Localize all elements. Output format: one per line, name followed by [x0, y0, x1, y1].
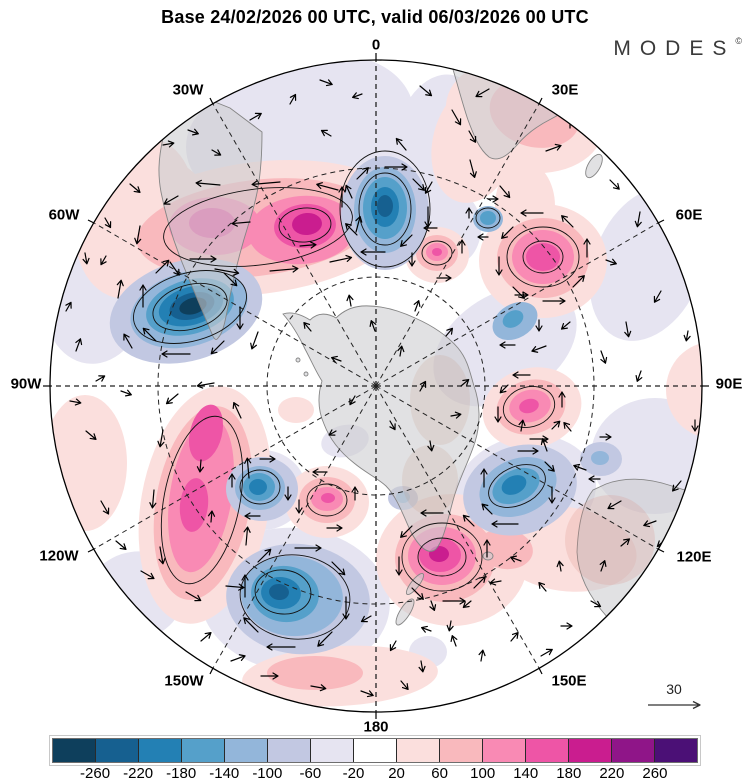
madagascar-landmass	[585, 153, 603, 179]
colorbar-tick-label: -60	[299, 765, 322, 782]
colorbar-cell-11	[526, 739, 569, 762]
lon-label-30E: 30E	[551, 81, 579, 99]
sub-antarctic-island	[303, 371, 309, 377]
colorbar-cell-14	[655, 739, 697, 762]
meridian-tick-marks	[43, 53, 709, 719]
colorbar-tick-label: -180	[166, 765, 197, 782]
colorbar-tick-label: -260	[80, 765, 111, 782]
colorbar-tick-label: 20	[388, 765, 405, 782]
new-zealand-south-island	[395, 598, 415, 626]
colorbar-tick-label: 60	[431, 765, 448, 782]
colorbar-tick-label: -220	[123, 765, 154, 782]
modes-logo: MODES©	[613, 36, 742, 61]
reference-vector-value: 30	[666, 681, 682, 697]
lon-label-120E: 120E	[676, 548, 712, 566]
lon-label-60W: 60W	[48, 206, 80, 224]
antarctica-landmass	[282, 305, 480, 552]
colorbar-tick-label: 180	[556, 765, 582, 782]
lon-label-150W: 150W	[164, 672, 204, 690]
meridian-lines	[50, 60, 702, 712]
colorbar-cell-5	[268, 739, 311, 762]
chart-title: Base 24/02/2026 00 UTC, valid 06/03/2026…	[161, 7, 589, 27]
lon-label-120W: 120W	[39, 547, 79, 565]
colorbar-tick-label: -140	[209, 765, 240, 782]
colorbar-cell-2	[139, 739, 182, 762]
sub-antarctic-island	[295, 357, 301, 363]
new-zealand-north-island	[405, 573, 425, 595]
lon-label-180: 180	[363, 718, 389, 736]
colorbar-cell-4	[225, 739, 268, 762]
colorbar-tick-label: -20	[342, 765, 365, 782]
colorbar-cell-8	[397, 739, 440, 762]
colorbar-cell-1	[96, 739, 139, 762]
colorbar-tick-label: 140	[513, 765, 539, 782]
reference-vector-arrow	[648, 700, 701, 710]
contour-lines	[133, 150, 580, 640]
colorbar	[49, 735, 701, 766]
colorbar-tick-labels: -260 -220 -180 -140 -100 -60 -20 20 60 100 140 180 2…	[52, 765, 698, 783]
colorbar-tick-label: 220	[599, 765, 625, 782]
lon-label-90E: 90E	[715, 375, 743, 393]
colorbar-tick-label: 100	[470, 765, 496, 782]
south-america-landmass	[158, 97, 263, 340]
colorbar-cell-9	[440, 739, 483, 762]
lon-label-0: 0	[371, 36, 381, 54]
copyright-icon: ©	[735, 36, 742, 46]
lon-label-30W: 30W	[172, 81, 204, 99]
colorbar-cell-13	[612, 739, 655, 762]
colorbar-cell-3	[182, 739, 225, 762]
wind-vector-layer	[65, 79, 699, 698]
lon-label-150E: 150E	[551, 672, 587, 690]
colorbar-tick-label: 260	[642, 765, 668, 782]
colorbar-cell-6	[311, 739, 354, 762]
colorbar-cell-0	[53, 739, 96, 762]
colorbar-cell-7	[354, 739, 397, 762]
tasmania-landmass	[482, 551, 494, 561]
colorbar-cell-10	[483, 739, 526, 762]
colorbar-tick-label: -100	[252, 765, 283, 782]
lon-label-60E: 60E	[675, 206, 703, 224]
colorbar-cell-12	[569, 739, 612, 762]
modes-logo-text: MODES	[613, 37, 736, 60]
land-tint-overlays	[402, 355, 655, 585]
lon-label-90W: 90W	[10, 375, 42, 393]
